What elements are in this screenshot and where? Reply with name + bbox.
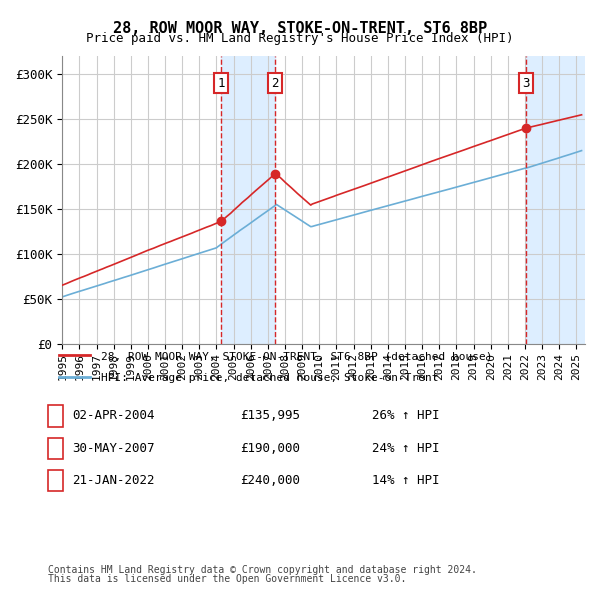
FancyBboxPatch shape xyxy=(268,73,282,93)
Text: £135,995: £135,995 xyxy=(240,409,300,422)
Text: 30-MAY-2007: 30-MAY-2007 xyxy=(72,442,155,455)
Text: HPI: Average price, detached house, Stoke-on-Trent: HPI: Average price, detached house, Stok… xyxy=(101,373,438,384)
FancyBboxPatch shape xyxy=(519,73,533,93)
Text: 24% ↑ HPI: 24% ↑ HPI xyxy=(372,442,439,455)
Text: Price paid vs. HM Land Registry's House Price Index (HPI): Price paid vs. HM Land Registry's House … xyxy=(86,32,514,45)
Text: £240,000: £240,000 xyxy=(240,474,300,487)
Text: 2: 2 xyxy=(271,77,278,90)
Text: This data is licensed under the Open Government Licence v3.0.: This data is licensed under the Open Gov… xyxy=(48,574,406,584)
Text: 28, ROW MOOR WAY, STOKE-ON-TRENT, ST6 8BP: 28, ROW MOOR WAY, STOKE-ON-TRENT, ST6 8B… xyxy=(113,21,487,35)
FancyBboxPatch shape xyxy=(214,73,227,93)
Text: £190,000: £190,000 xyxy=(240,442,300,455)
Bar xyxy=(221,56,275,343)
Text: Contains HM Land Registry data © Crown copyright and database right 2024.: Contains HM Land Registry data © Crown c… xyxy=(48,565,477,575)
Text: 2: 2 xyxy=(52,442,59,455)
Text: 02-APR-2004: 02-APR-2004 xyxy=(72,409,155,422)
Text: 28, ROW MOOR WAY, STOKE-ON-TRENT, ST6 8BP (detached house): 28, ROW MOOR WAY, STOKE-ON-TRENT, ST6 8B… xyxy=(101,352,493,361)
Text: 3: 3 xyxy=(522,77,530,90)
Text: 1: 1 xyxy=(217,77,224,90)
Text: 26% ↑ HPI: 26% ↑ HPI xyxy=(372,409,439,422)
Text: 21-JAN-2022: 21-JAN-2022 xyxy=(72,474,155,487)
Text: 3: 3 xyxy=(52,474,59,487)
Bar xyxy=(526,56,585,343)
Text: 1: 1 xyxy=(52,409,59,422)
Text: 14% ↑ HPI: 14% ↑ HPI xyxy=(372,474,439,487)
